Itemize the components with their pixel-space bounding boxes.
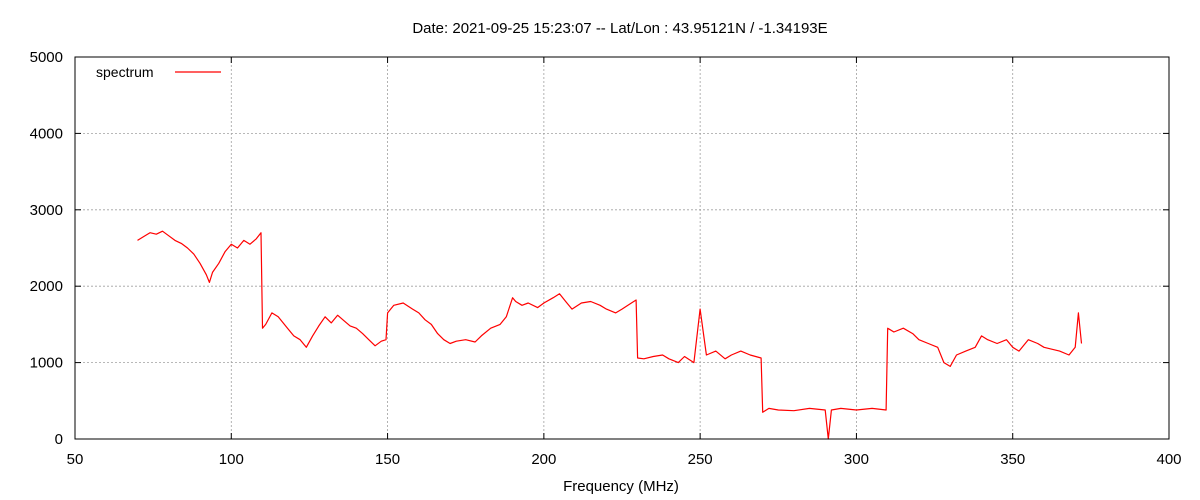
x-tick-label: 250 <box>688 451 713 468</box>
y-tick-label: 2000 <box>30 278 63 295</box>
y-tick-label: 4000 <box>30 125 63 142</box>
x-tick-label: 200 <box>531 451 556 468</box>
y-axis: 0 1000 2000 3000 4000 5000 <box>30 49 1169 448</box>
series-line-spectrum <box>137 230 1083 440</box>
x-axis-label: Frequency (MHz) <box>563 478 679 495</box>
x-tick-label: 400 <box>1156 451 1181 468</box>
x-axis: 50 100 150 200 250 300 350 400 <box>67 57 1182 468</box>
y-tick-label: 5000 <box>30 49 63 66</box>
y-tick-label: 3000 <box>30 202 63 219</box>
x-tick-label: 350 <box>1000 451 1025 468</box>
series-layer <box>137 230 1083 440</box>
x-tick-label: 100 <box>219 451 244 468</box>
grid-lines <box>75 57 1169 439</box>
plot-frame <box>74 56 1170 440</box>
legend-label-spectrum: spectrum <box>96 64 154 80</box>
x-tick-label: 300 <box>844 451 869 468</box>
chart-title: Date: 2021-09-25 15:23:07 -- Lat/Lon : 4… <box>412 20 827 37</box>
y-tick-label: 0 <box>55 431 63 448</box>
y-tick-label: 1000 <box>30 355 63 372</box>
legend: spectrum <box>96 64 221 80</box>
x-tick-label: 50 <box>67 451 84 468</box>
x-tick-label: 150 <box>375 451 400 468</box>
